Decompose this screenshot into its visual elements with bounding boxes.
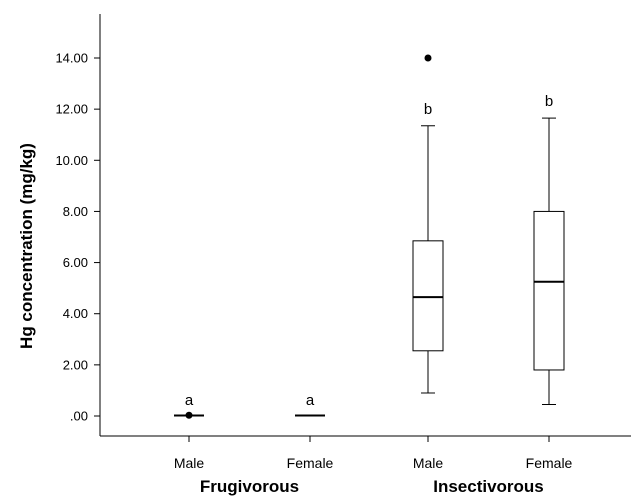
significance-letter: b — [424, 101, 432, 118]
box: a — [174, 392, 204, 419]
significance-letter: a — [306, 392, 315, 409]
x-labels: Male Female Male Female Frugivorous Insectivo… — [174, 436, 573, 496]
significance-letter: a — [185, 392, 194, 409]
y-axis-title: Hg concentration (mg/kg) — [17, 143, 36, 349]
y-tick-label: 8.00 — [63, 204, 88, 219]
y-tick-label: 12.00 — [55, 102, 88, 117]
y-tick-label: .00 — [70, 409, 88, 424]
x-group-label: Frugivorous — [200, 477, 299, 496]
y-tick-label: 10.00 — [55, 153, 88, 168]
y-tick-label: 14.00 — [55, 51, 88, 66]
outlier-point — [185, 411, 193, 419]
significance-letter: b — [545, 93, 553, 110]
box: b — [412, 54, 444, 394]
x-group-label: Insectivorous — [433, 477, 544, 496]
y-tick-label: 4.00 — [63, 306, 88, 321]
x-category-label: Female — [287, 455, 334, 471]
boxes: a a b b — [174, 54, 565, 419]
x-category-label: Female — [526, 455, 573, 471]
y-ticks: .00 2.00 4.00 6.00 8.00 10.00 12.00 14.00 — [55, 51, 100, 424]
iqr-box — [412, 240, 444, 352]
y-tick-label: 6.00 — [63, 255, 88, 270]
box: b — [533, 93, 565, 405]
iqr-box — [533, 210, 565, 371]
box: a — [295, 392, 325, 417]
x-category-label: Male — [174, 455, 205, 471]
outlier-point — [424, 54, 432, 62]
x-category-label: Male — [413, 455, 444, 471]
y-tick-label: 2.00 — [63, 357, 88, 372]
